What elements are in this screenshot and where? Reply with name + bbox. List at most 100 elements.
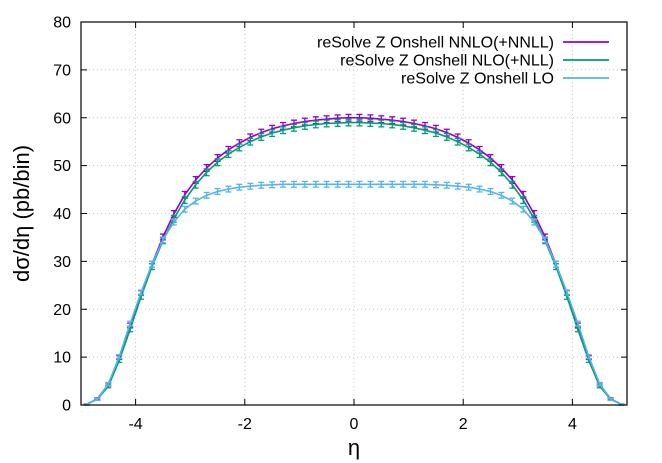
series-0 bbox=[83, 113, 625, 406]
error-bar bbox=[323, 119, 330, 128]
error-bar bbox=[607, 397, 614, 401]
y-tick-label: 20 bbox=[53, 302, 71, 319]
error-bar bbox=[312, 120, 319, 129]
error-bar bbox=[378, 180, 385, 188]
error-bar bbox=[312, 180, 319, 188]
error-bar bbox=[476, 185, 483, 193]
error-bar bbox=[531, 218, 538, 226]
error-bar bbox=[334, 119, 341, 128]
error-bar bbox=[356, 180, 363, 188]
error-bar bbox=[509, 180, 516, 189]
error-bar bbox=[411, 180, 418, 188]
error-bar bbox=[400, 180, 407, 188]
error-bar bbox=[301, 180, 308, 188]
error-bar bbox=[192, 180, 199, 189]
error-bar bbox=[225, 150, 232, 159]
error-bar bbox=[367, 119, 374, 128]
error-bar bbox=[465, 183, 472, 191]
error-bar bbox=[148, 260, 155, 268]
error-bar bbox=[225, 185, 232, 193]
y-tick-label: 80 bbox=[53, 15, 71, 32]
legend-entry: reSolve Z Onshell NNLO(+NNLL) bbox=[317, 35, 609, 52]
x-tick-label: -4 bbox=[128, 416, 142, 433]
error-bar bbox=[498, 168, 505, 177]
error-bar bbox=[301, 121, 308, 130]
y-tick-label: 40 bbox=[53, 206, 71, 223]
x-tick-label: 0 bbox=[350, 416, 359, 433]
error-bar bbox=[290, 123, 297, 132]
error-bar bbox=[280, 126, 287, 135]
error-bar bbox=[334, 180, 341, 188]
error-bar bbox=[214, 187, 221, 196]
error-bar bbox=[432, 129, 439, 138]
error-bar bbox=[192, 197, 199, 205]
error-bar bbox=[563, 289, 570, 296]
error-bar bbox=[378, 119, 385, 128]
error-bar bbox=[585, 354, 592, 360]
error-bar bbox=[105, 381, 112, 387]
x-tick-label: 4 bbox=[568, 416, 577, 433]
legend-entry: reSolve Z Onshell LO bbox=[401, 71, 609, 88]
error-bar bbox=[345, 180, 352, 188]
error-bar bbox=[421, 180, 428, 188]
y-tick-label: 60 bbox=[53, 110, 71, 127]
error-bar bbox=[411, 123, 418, 132]
error-bar bbox=[400, 121, 407, 130]
error-bar bbox=[542, 236, 549, 244]
y-tick-label: 50 bbox=[53, 158, 71, 175]
error-bar bbox=[443, 181, 450, 189]
error-bar bbox=[203, 191, 210, 199]
error-bar bbox=[553, 260, 560, 268]
error-bar bbox=[116, 354, 123, 360]
error-bar bbox=[258, 132, 265, 141]
x-tick-label: 2 bbox=[459, 416, 468, 433]
error-bar bbox=[520, 196, 527, 205]
error-bar bbox=[487, 187, 494, 196]
error-bar bbox=[214, 158, 221, 167]
error-bar bbox=[258, 181, 265, 189]
error-bar bbox=[127, 320, 134, 327]
error-bar bbox=[94, 397, 101, 401]
error-bar bbox=[487, 158, 494, 167]
error-bar bbox=[290, 180, 297, 188]
error-bar bbox=[509, 197, 516, 205]
error-bar bbox=[432, 181, 439, 189]
series-line bbox=[86, 183, 622, 406]
legend-label: reSolve Z Onshell LO bbox=[401, 71, 554, 88]
error-bar bbox=[443, 132, 450, 141]
error-bar bbox=[247, 137, 254, 146]
error-bar bbox=[323, 180, 330, 188]
error-bar bbox=[367, 180, 374, 188]
error-bar bbox=[203, 168, 210, 177]
legend-label: reSolve Z Onshell NLO(+NLL) bbox=[340, 53, 554, 70]
error-bar bbox=[476, 150, 483, 159]
error-bar bbox=[356, 118, 363, 127]
error-bar bbox=[345, 118, 352, 127]
y-tick-label: 70 bbox=[53, 62, 71, 79]
x-tick-label: -2 bbox=[238, 416, 252, 433]
error-bar bbox=[181, 205, 188, 213]
plot-series bbox=[83, 113, 625, 406]
error-bar bbox=[138, 289, 145, 296]
error-bar bbox=[269, 129, 276, 138]
axis-ticks: 0 10 20 30 40 50 60 70 80 -4 -2 0 2 4 bbox=[53, 15, 627, 433]
error-bar bbox=[280, 180, 287, 188]
legend-entry: reSolve Z Onshell NLO(+NLL) bbox=[340, 53, 609, 70]
error-bar bbox=[247, 182, 254, 190]
error-bar bbox=[181, 196, 188, 205]
error-bar bbox=[389, 180, 396, 188]
error-bar bbox=[498, 191, 505, 199]
series-2 bbox=[83, 180, 625, 406]
error-bar bbox=[465, 143, 472, 152]
error-bar bbox=[596, 381, 603, 387]
error-bar bbox=[421, 126, 428, 135]
legend: reSolve Z Onshell NNLO(+NNLL)reSolve Z O… bbox=[317, 35, 609, 88]
error-bar bbox=[170, 218, 177, 226]
x-axis-title: η bbox=[348, 435, 360, 460]
error-bar bbox=[454, 182, 461, 190]
y-tick-label: 0 bbox=[62, 398, 71, 415]
y-axis-title: dσ/dη (pb/bin) bbox=[9, 145, 34, 282]
error-bar bbox=[269, 181, 276, 189]
error-bar bbox=[236, 143, 243, 152]
